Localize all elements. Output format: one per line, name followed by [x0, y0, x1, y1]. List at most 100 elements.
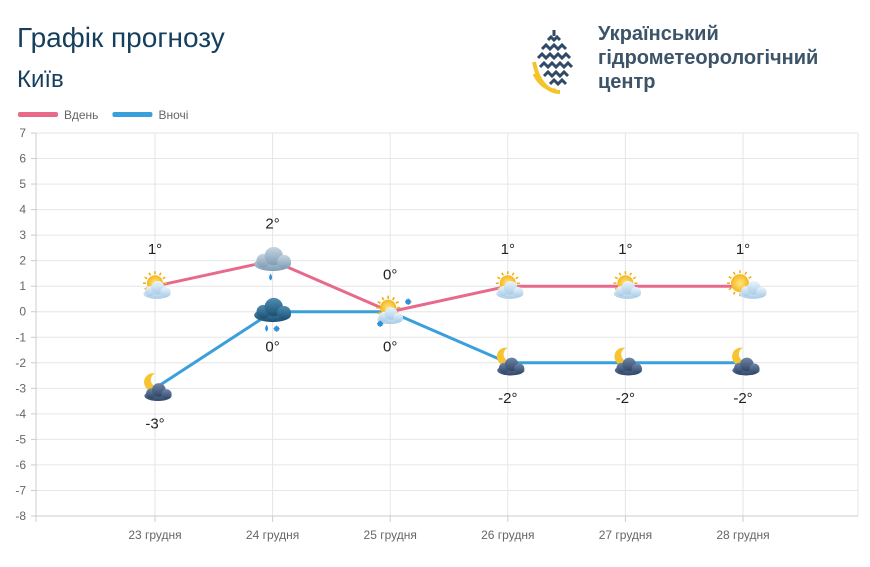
cloud-shape [496, 281, 524, 299]
sun-ray [148, 272, 152, 276]
x-tick-label: 23 грудня [128, 528, 181, 542]
y-tick-label: 1 [19, 279, 26, 293]
data-label-day: 1° [736, 241, 750, 258]
snowflake [377, 320, 384, 327]
legend-swatch-1 [112, 112, 153, 117]
rain-drop [265, 324, 269, 332]
sun-ray [381, 296, 385, 301]
moon-shape [614, 347, 632, 366]
x-tick-label: 24 грудня [246, 528, 299, 542]
data-label-day: 1° [148, 241, 162, 258]
y-tick-label: -3 [15, 381, 26, 395]
org-line-1: Український [598, 23, 719, 45]
cloud-part [277, 254, 291, 269]
sun-ray [392, 296, 395, 301]
cloud-part [277, 305, 291, 320]
data-label-day: 0° [383, 267, 397, 284]
data-label-night: 0° [383, 339, 397, 356]
moon-cloud-icon [144, 373, 172, 401]
snowflake [405, 298, 412, 305]
partly-cloudy-icon [143, 271, 171, 299]
organization-name: Український гідрометеорологічний центр [598, 22, 818, 94]
series-line-0 [154, 259, 743, 314]
cloud-part [160, 286, 171, 298]
sun-ray [515, 276, 519, 280]
sun-ray [618, 272, 622, 276]
y-tick-label: -8 [15, 509, 26, 523]
data-label-day: 1° [501, 241, 515, 258]
cloud-shape [739, 281, 767, 299]
sun-ray [629, 272, 633, 276]
cloud-shape [377, 307, 404, 324]
y-tick-label: 5 [19, 177, 26, 191]
partly-cloudy-icon [613, 271, 642, 299]
cloud-part [514, 363, 525, 374]
moon-shape [144, 373, 161, 392]
series-line-1 [154, 310, 743, 390]
org-line-2: гідрометеорологічний [598, 47, 819, 69]
moon-cloud-icon [496, 347, 525, 376]
city-name: Київ [17, 66, 64, 93]
sun-ray [728, 276, 732, 279]
sun-ray [162, 276, 166, 280]
moon-shape [732, 347, 749, 366]
sun-ray [377, 311, 381, 315]
data-label-night: -2° [733, 390, 752, 407]
y-tick-label: 0 [19, 305, 26, 319]
legend-label-0: Вдень [64, 108, 98, 122]
cloud-shape [254, 246, 291, 272]
moon-cloud-icon [614, 347, 643, 376]
cloud-rain-snow-icon [254, 297, 291, 332]
cloud-part [630, 286, 642, 298]
cloud-rain-icon [254, 246, 291, 281]
y-tick-label: 3 [19, 228, 26, 242]
org-line-3: центр [598, 71, 656, 93]
cloud-shape [614, 357, 643, 376]
sun-ray [501, 272, 504, 276]
x-tick-label: 27 грудня [599, 528, 652, 542]
cloud-shape [497, 357, 525, 376]
data-label-night: -3° [145, 415, 164, 432]
data-label-day: 2° [265, 216, 279, 233]
partly-cloudy-icon [495, 271, 524, 299]
y-tick-label: -1 [15, 330, 26, 344]
sun-ray [395, 301, 399, 304]
cloud-part [393, 312, 404, 323]
y-tick-label: -2 [15, 356, 26, 370]
cloud-shape [254, 297, 291, 323]
sun-cloud-icon [727, 270, 767, 299]
moon-shape [496, 347, 514, 366]
data-label-night: -2° [498, 390, 517, 407]
rain-drop [269, 273, 273, 281]
page-title: Графік прогнозу [17, 22, 225, 53]
data-label-day: 1° [618, 241, 632, 258]
legend-label-1: Вночі [158, 108, 188, 122]
snowflake-arm [377, 321, 383, 327]
sun-ray [377, 301, 381, 304]
sun-ray [158, 272, 162, 276]
data-label-night: 0° [265, 339, 279, 356]
sun-ray [614, 276, 619, 280]
sun-ray [732, 271, 736, 275]
x-tick-label: 26 грудня [481, 528, 534, 542]
y-tick-label: 7 [19, 126, 26, 140]
sun-ray [728, 287, 732, 291]
y-tick-label: -4 [15, 407, 26, 421]
snowflake-arm [274, 326, 280, 332]
partly-cloudy-snow-icon [376, 295, 412, 327]
cloud-shape [144, 383, 172, 401]
cloud-shape [613, 281, 642, 299]
y-tick-label: -5 [15, 432, 26, 446]
y-tick-label: -7 [15, 483, 26, 497]
sun-ray [144, 276, 148, 280]
sun-ray [632, 276, 637, 280]
x-tick-label: 25 грудня [364, 528, 417, 542]
legend-swatch-0 [18, 112, 58, 117]
y-tick-label: 2 [19, 254, 26, 268]
y-tick-label: -6 [15, 458, 26, 472]
cloud-shape [732, 357, 760, 376]
sun-ray [497, 276, 501, 280]
cloud-shape [143, 281, 171, 299]
data-label-night: -2° [616, 390, 635, 407]
